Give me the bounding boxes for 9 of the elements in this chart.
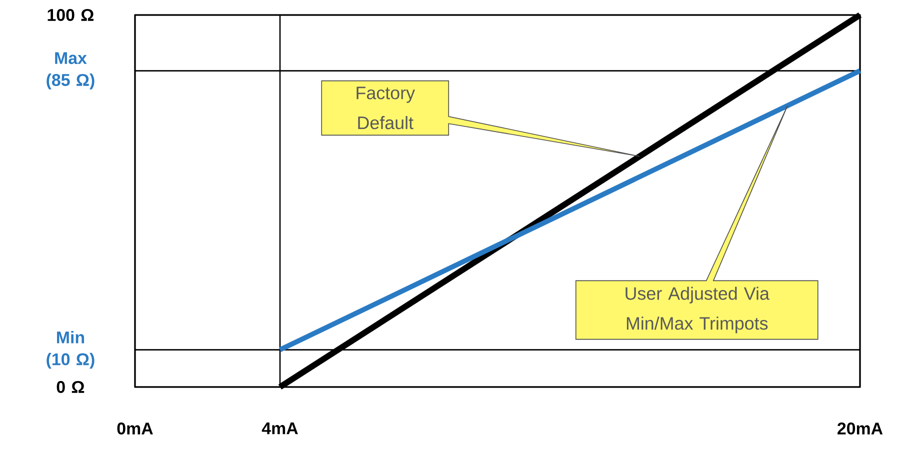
y-tick-label: 100 Ω bbox=[48, 9, 94, 21]
annotation: Factory Default bbox=[356, 86, 415, 130]
x-tick-label: 4mA bbox=[262, 422, 298, 434]
y-tick-label: Max (85 Ω) bbox=[46, 52, 94, 90]
x-tick-label: 0mA bbox=[117, 422, 153, 435]
x-tick-label: 20mA bbox=[838, 422, 883, 435]
y-tick-label: Min (10 Ω) bbox=[46, 330, 94, 369]
y-tick-label: 0 Ω bbox=[56, 381, 84, 394]
annotation: User Adjusted Via Min/Max Trimpots bbox=[626, 286, 770, 334]
